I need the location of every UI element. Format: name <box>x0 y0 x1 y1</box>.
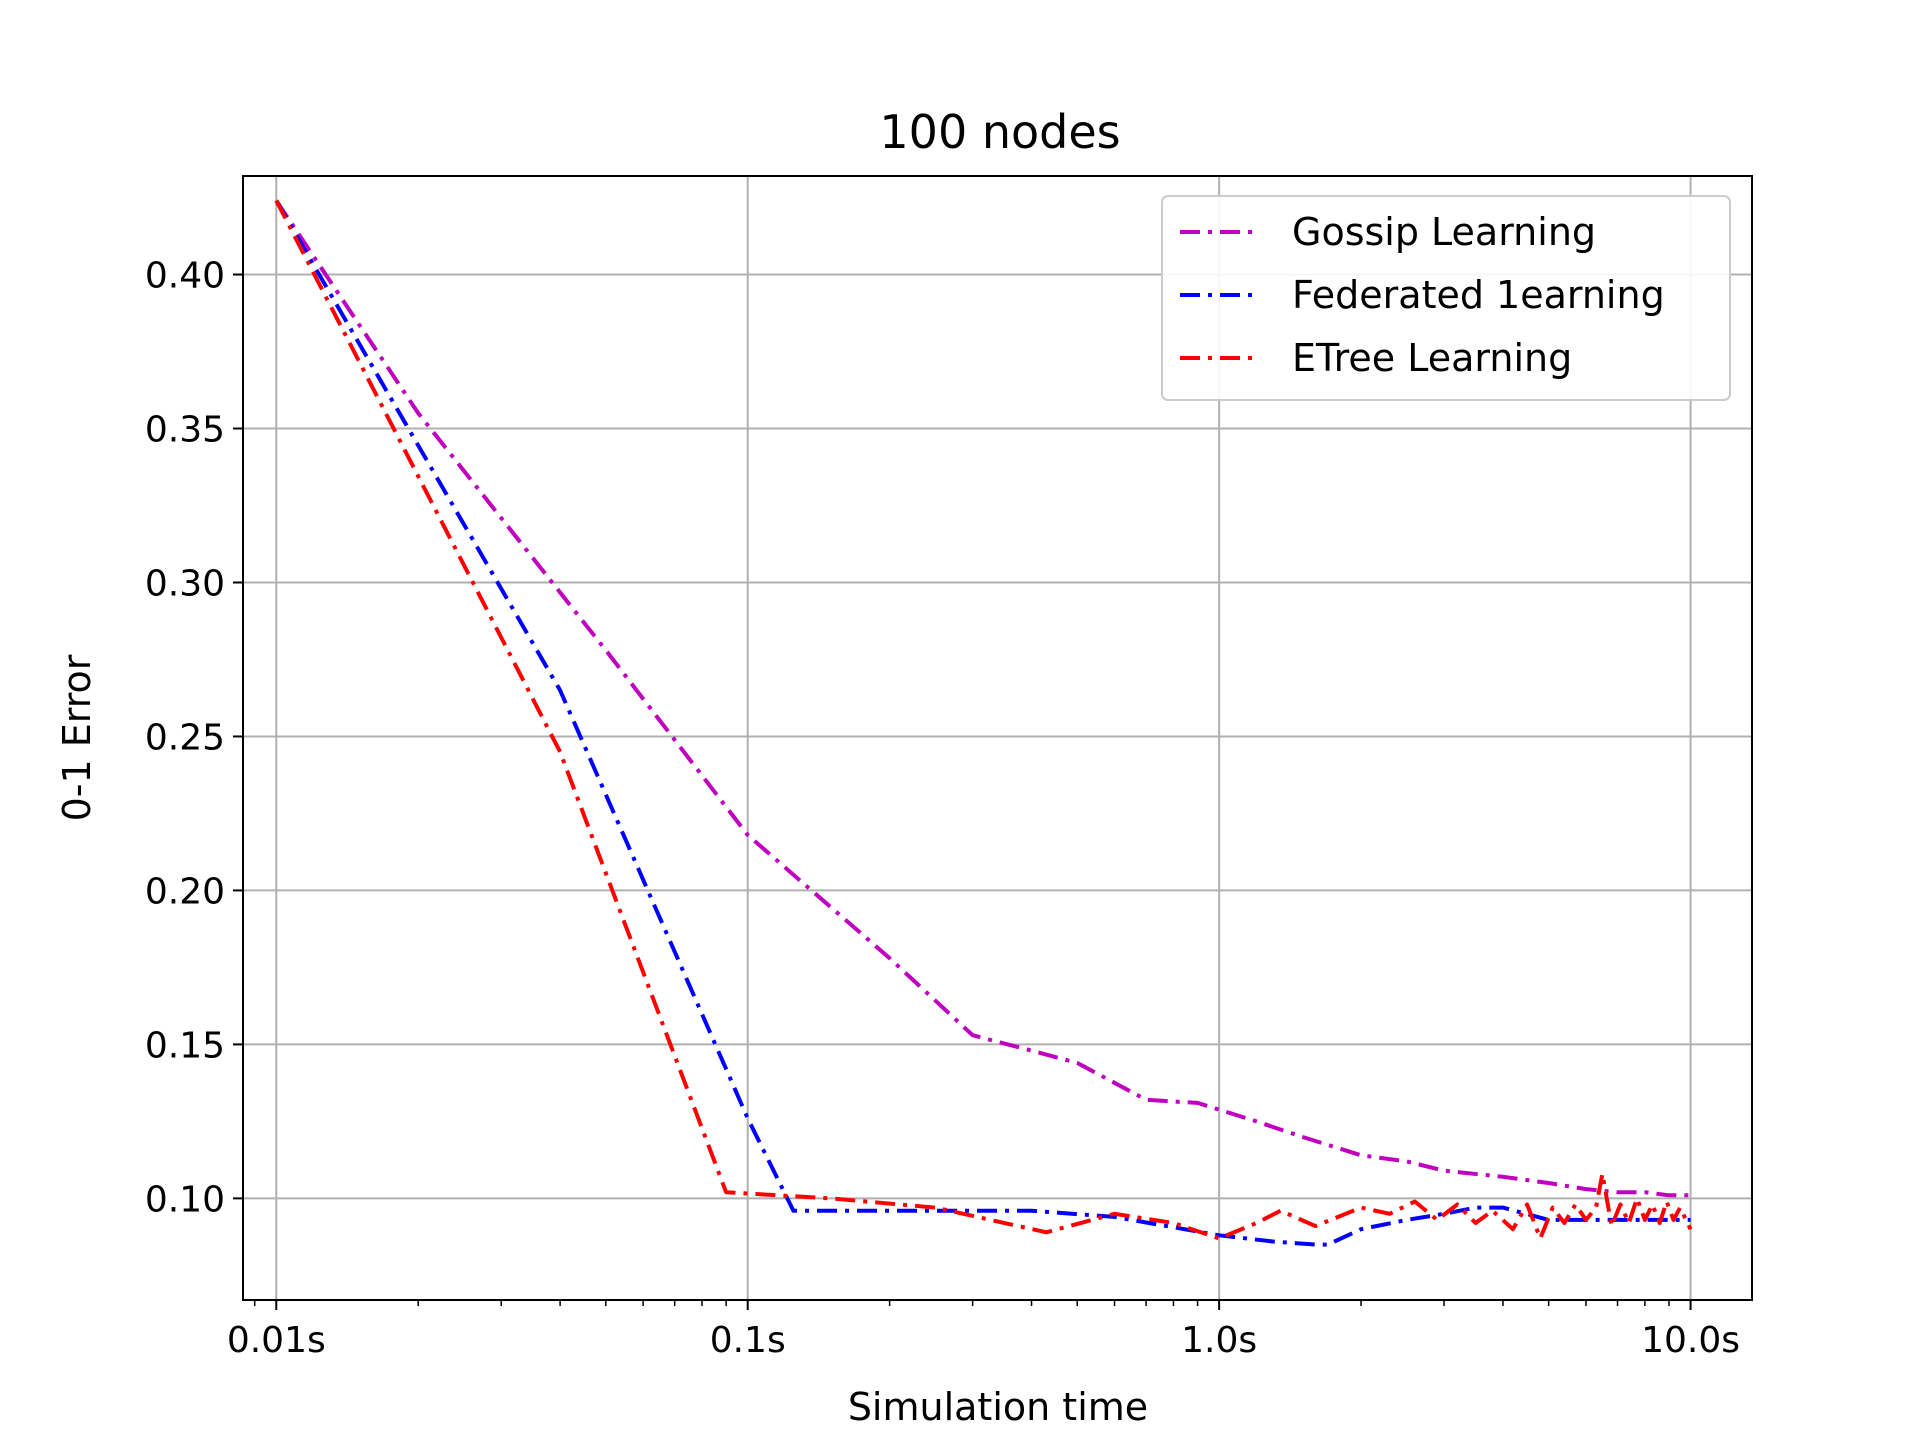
series-line-2 <box>274 199 1691 1247</box>
legend-box <box>1161 195 1731 401</box>
series-lines <box>274 199 1693 1247</box>
y-axis-label: 0-1 Error <box>55 654 99 821</box>
legend: Gossip Learning Federated 1earning ETree L… <box>1161 195 1731 401</box>
legend-label: Federated 1earning <box>1292 273 1665 317</box>
y-tick-label: 0.15 <box>145 1025 225 1066</box>
legend-label: ETree Learning <box>1292 336 1572 380</box>
x-tick-label: 1.0s <box>1181 1320 1257 1361</box>
y-tick-label: 0.35 <box>145 410 225 451</box>
legend-label: Gossip Learning <box>1292 210 1596 254</box>
y-tick-label: 0.40 <box>145 256 225 297</box>
chart-title: 100 nodes <box>879 105 1120 159</box>
series-line-1 <box>274 199 1691 1198</box>
x-tick-label: 10.0s <box>1641 1320 1740 1361</box>
y-axis-ticks: 0.10 0.15 0.20 0.25 0.30 0.35 0.40 <box>145 256 243 1220</box>
x-axis-label: Simulation time <box>848 1385 1148 1429</box>
x-axis-ticks: 0.01s 0.1s 1.0s 10.0s <box>227 1300 1740 1361</box>
y-tick-label: 0.30 <box>145 563 225 604</box>
plot-frame <box>242 175 1753 1301</box>
x-tick-label: 0.1s <box>710 1320 786 1361</box>
series-line-3 <box>274 199 1693 1241</box>
y-tick-label: 0.25 <box>145 717 225 758</box>
x-tick-label: 0.01s <box>227 1320 326 1361</box>
y-tick-label: 0.10 <box>145 1179 225 1220</box>
y-tick-label: 0.20 <box>145 871 225 912</box>
